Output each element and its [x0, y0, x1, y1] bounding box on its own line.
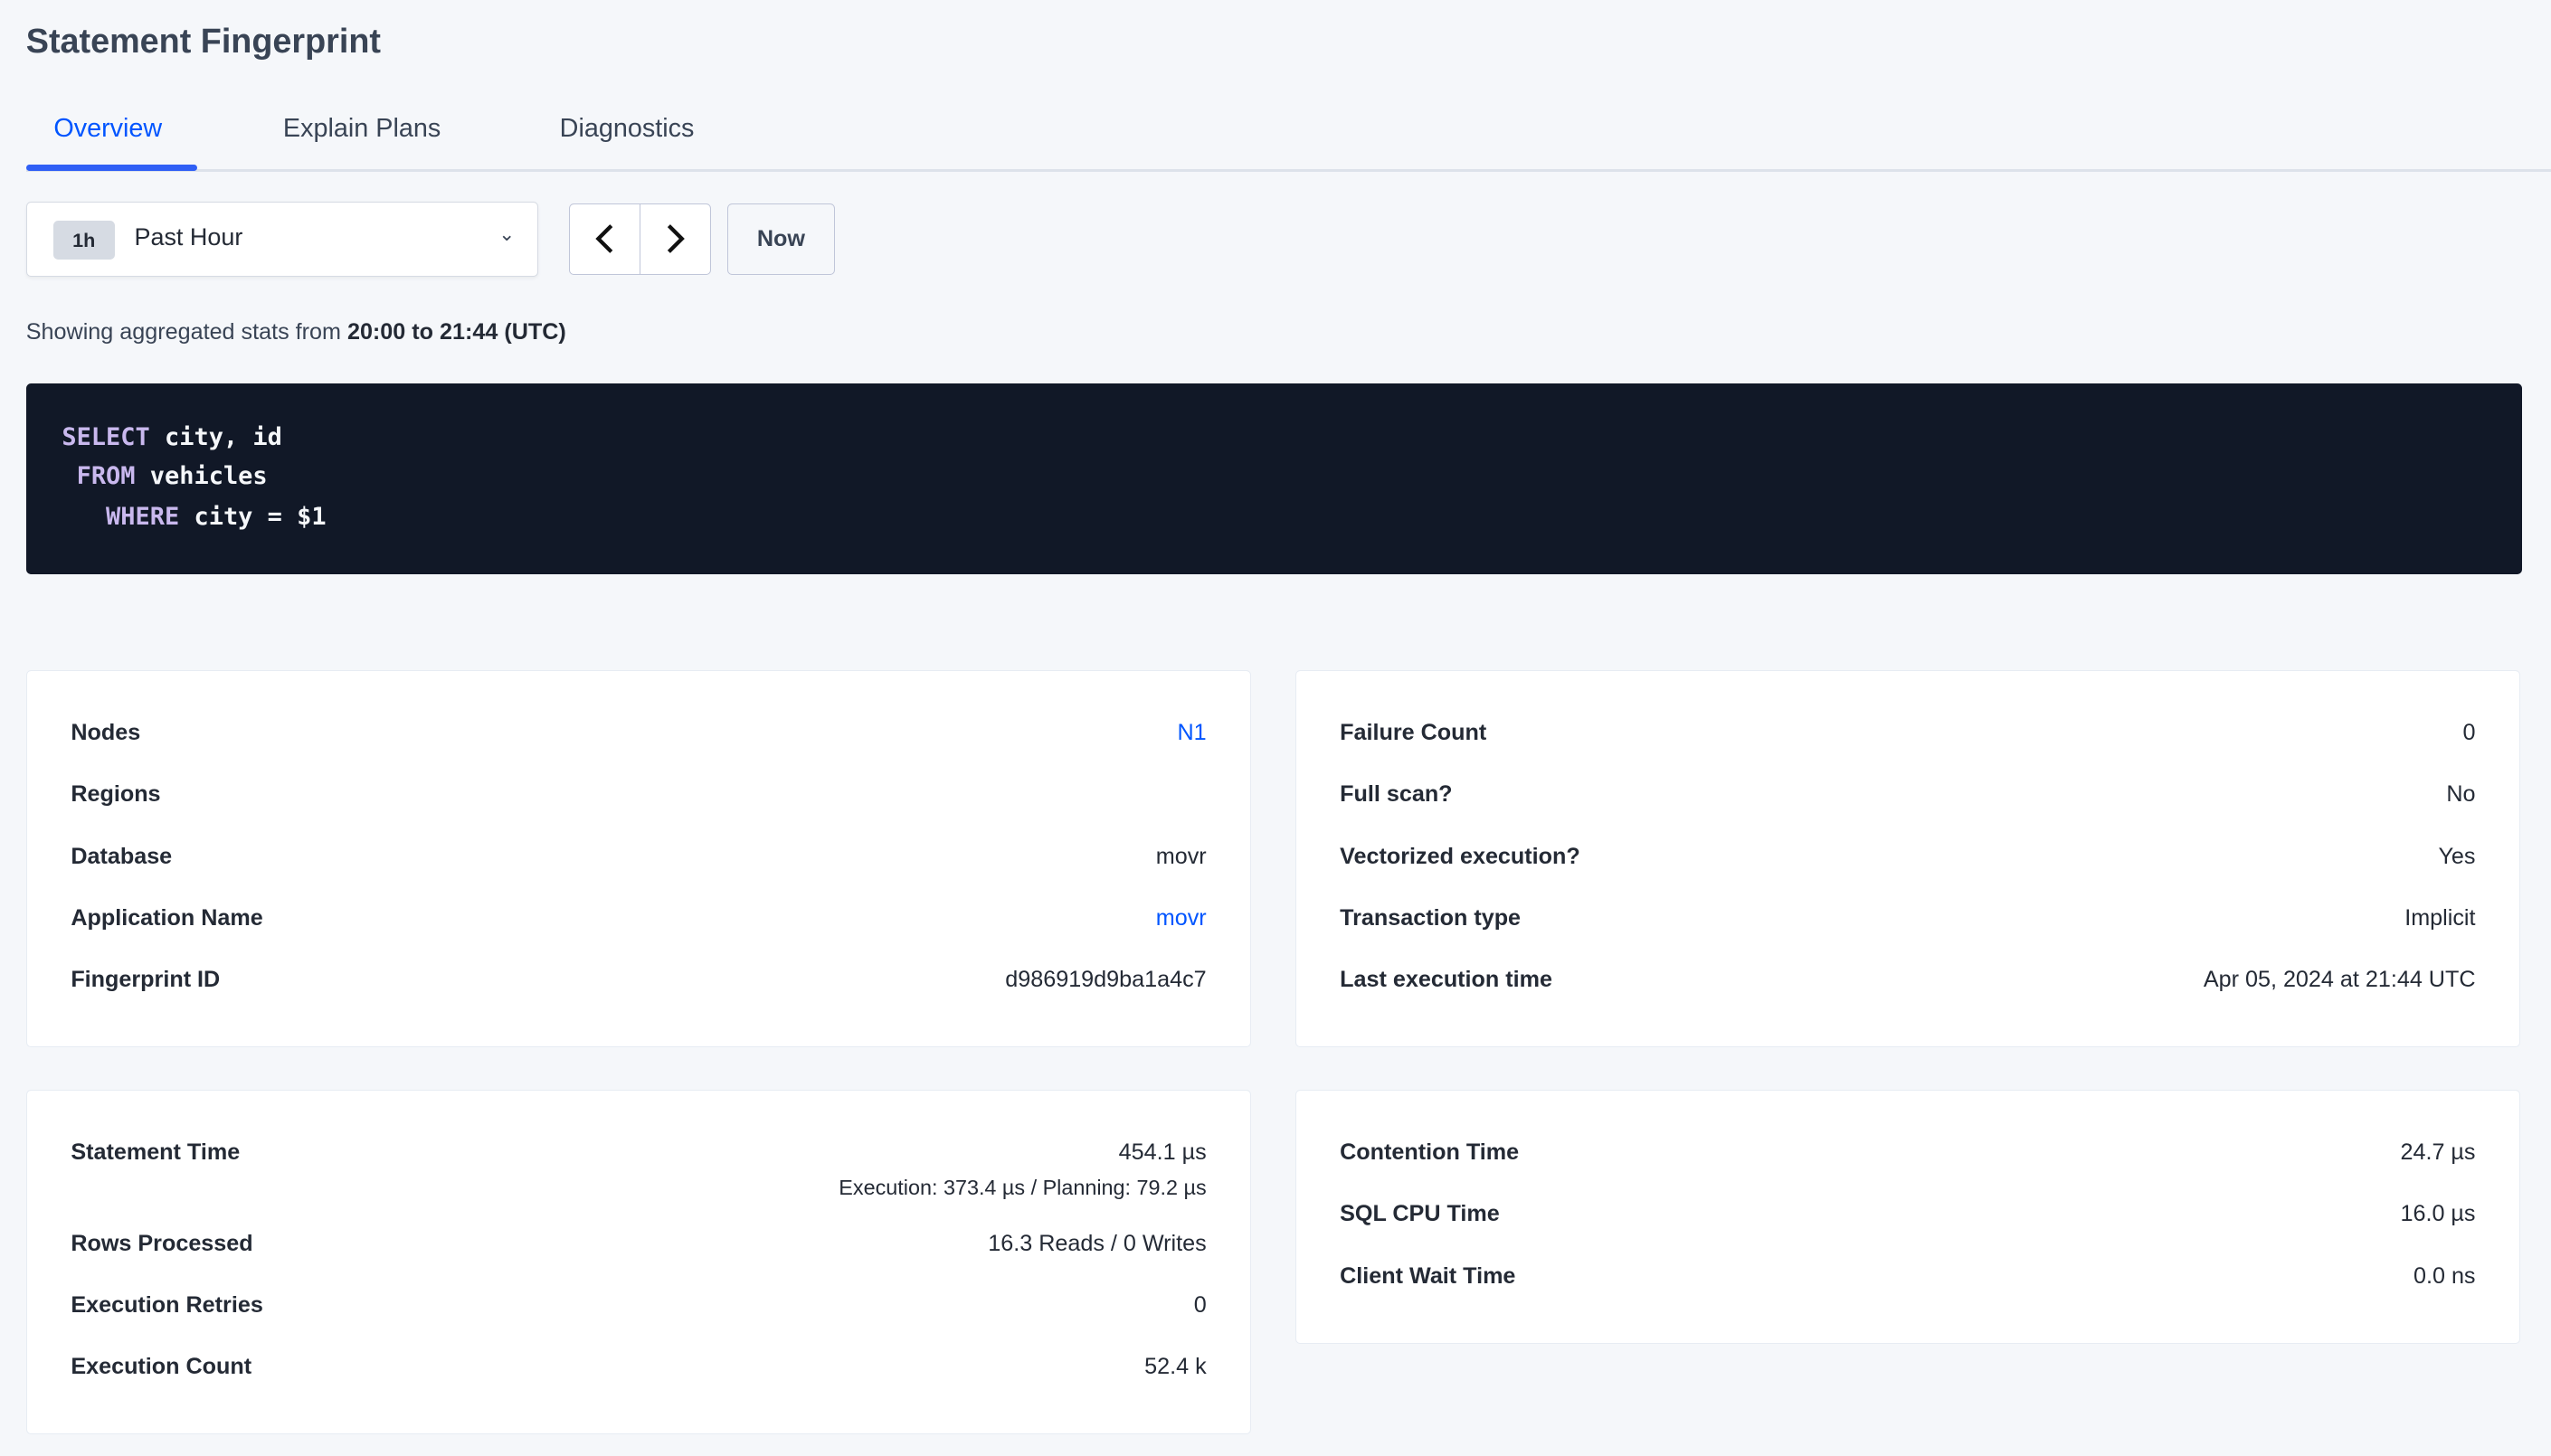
aggregated-stats-range: Showing aggregated stats from 20:00 to 2… — [26, 319, 566, 345]
info-row-full-scan: Full scan? No — [1340, 781, 2475, 814]
stats-row-execution-retries: Execution Retries 0 — [71, 1292, 1206, 1325]
row-label: Vectorized execution? — [1340, 843, 1580, 869]
info-row-failure-count: Failure Count 0 — [1340, 720, 2475, 752]
tab-bar: Overview Explain Plans Diagnostics — [25, 108, 2551, 173]
info-row-application-name: Application Name movr — [71, 905, 1206, 938]
time-stats-card: Contention Time 24.7 µs SQL CPU Time 16.0 … — [1294, 1089, 2521, 1344]
info-row-transaction-type: Transaction type Implicit — [1340, 905, 2475, 938]
row-value: movr — [1155, 843, 1207, 869]
info-row-fingerprint-id: Fingerprint ID d986919d9ba1a4c7 — [71, 967, 1206, 999]
chevron-right-icon — [667, 224, 685, 254]
row-value: Yes — [2438, 843, 2476, 869]
row-label: Database — [71, 843, 173, 869]
tab-diagnostics[interactable]: Diagnostics — [559, 113, 695, 143]
row-label: Execution Count — [71, 1354, 252, 1380]
row-label: Nodes — [71, 719, 141, 745]
row-label: Execution Retries — [71, 1291, 263, 1318]
sql-text: vehicles — [135, 461, 268, 490]
stats-row-rows-processed: Rows Processed 16.3 Reads / 0 Writes — [71, 1231, 1206, 1263]
row-value: 0 — [2462, 719, 2476, 745]
row-value: 0 — [1193, 1291, 1207, 1318]
row-value: d986919d9ba1a4c7 — [1005, 967, 1207, 993]
row-label: Application Name — [71, 904, 263, 931]
row-value: Apr 05, 2024 at 21:44 UTC — [2203, 967, 2476, 993]
row-label: Rows Processed — [71, 1230, 253, 1256]
row-label: Full scan? — [1340, 781, 1453, 808]
info-row-last-execution: Last execution time Apr 05, 2024 at 21:44… — [1340, 967, 2475, 999]
sql-line: FROM vehicles — [62, 461, 268, 490]
row-value: Implicit — [2404, 904, 2476, 931]
now-button[interactable]: Now — [726, 203, 835, 276]
statement-info-card: Nodes N1 Regions Database movr Application… — [25, 669, 1252, 1048]
row-value: 0.0 ns — [2413, 1262, 2476, 1289]
node-link[interactable]: N1 — [1177, 719, 1207, 745]
sql-statement-block: SELECT city, id FROM vehicles WHERE city… — [25, 383, 2522, 574]
row-value: 16.3 Reads / 0 Writes — [988, 1230, 1207, 1256]
row-label: Fingerprint ID — [71, 967, 221, 993]
sql-text: city = $1 — [179, 502, 327, 531]
stats-row-execution-count: Execution Count 52.4 k — [71, 1354, 1206, 1386]
sql-line: WHERE city = $1 — [62, 502, 327, 531]
indent — [62, 503, 106, 531]
next-button[interactable] — [640, 204, 710, 274]
row-value: 52.4 k — [1144, 1354, 1207, 1380]
page-title: Statement Fingerprint — [25, 23, 381, 61]
time-range-select[interactable]: 1h Past Hour ⌄ — [25, 202, 539, 277]
row-value: No — [2446, 781, 2476, 808]
indent — [62, 462, 76, 490]
row-label: Statement Time — [71, 1139, 241, 1165]
stats-row-client-wait-time: Client Wait Time 0.0 ns — [1340, 1263, 2475, 1296]
row-label: Regions — [71, 781, 161, 808]
application-link[interactable]: movr — [1155, 904, 1207, 931]
tab-explain-plans[interactable]: Explain Plans — [282, 113, 441, 143]
time-range-badge: 1h — [52, 220, 115, 260]
sql-keyword: FROM — [76, 461, 136, 490]
row-value: 16.0 µs — [2400, 1201, 2476, 1227]
chevron-down-icon: ⌄ — [498, 222, 516, 245]
info-row-regions: Regions — [71, 781, 1206, 814]
info-row-vectorized: Vectorized execution? Yes — [1340, 844, 2475, 876]
row-label: Contention Time — [1340, 1139, 1520, 1165]
row-label: SQL CPU Time — [1340, 1201, 1500, 1227]
time-range-label: Past Hour — [134, 223, 243, 251]
info-row-database: Database movr — [71, 844, 1206, 876]
row-label: Client Wait Time — [1340, 1262, 1516, 1289]
previous-button[interactable] — [570, 203, 641, 275]
stats-row-sql-cpu-time: SQL CPU Time 16.0 µs — [1340, 1201, 2475, 1234]
stats-row-statement-time: Statement Time 454.1 µs Execution: 373.4 µ… — [71, 1139, 1206, 1211]
range-prefix: Showing aggregated stats from — [25, 318, 347, 345]
range-value: 20:00 to 21:44 (UTC) — [346, 318, 566, 345]
row-label: Last execution time — [1340, 967, 1552, 993]
row-value: 454.1 µs — [1118, 1139, 1207, 1165]
chevron-left-icon — [595, 224, 613, 254]
row-label: Transaction type — [1340, 904, 1522, 931]
sql-keyword: SELECT — [62, 422, 150, 451]
execution-info-card: Failure Count 0 Full scan? No Vectorized e… — [1294, 669, 2521, 1048]
active-tab-indicator — [25, 164, 197, 171]
statement-time-breakdown: Execution: 373.4 µs / Planning: 79.2 µs — [839, 1175, 1207, 1199]
sql-text: city, id — [149, 422, 282, 451]
row-label: Failure Count — [1340, 719, 1487, 745]
info-row-nodes: Nodes N1 — [71, 720, 1206, 752]
statement-stats-card: Statement Time 454.1 µs Execution: 373.4 µ… — [25, 1089, 1252, 1435]
sql-keyword: WHERE — [106, 502, 180, 531]
row-value: 24.7 µs — [2400, 1139, 2476, 1165]
time-nav-group — [569, 203, 712, 276]
sql-line: SELECT city, id — [62, 423, 282, 451]
tab-overview[interactable]: Overview — [53, 113, 163, 143]
stats-row-contention-time: Contention Time 24.7 µs — [1340, 1139, 2475, 1172]
